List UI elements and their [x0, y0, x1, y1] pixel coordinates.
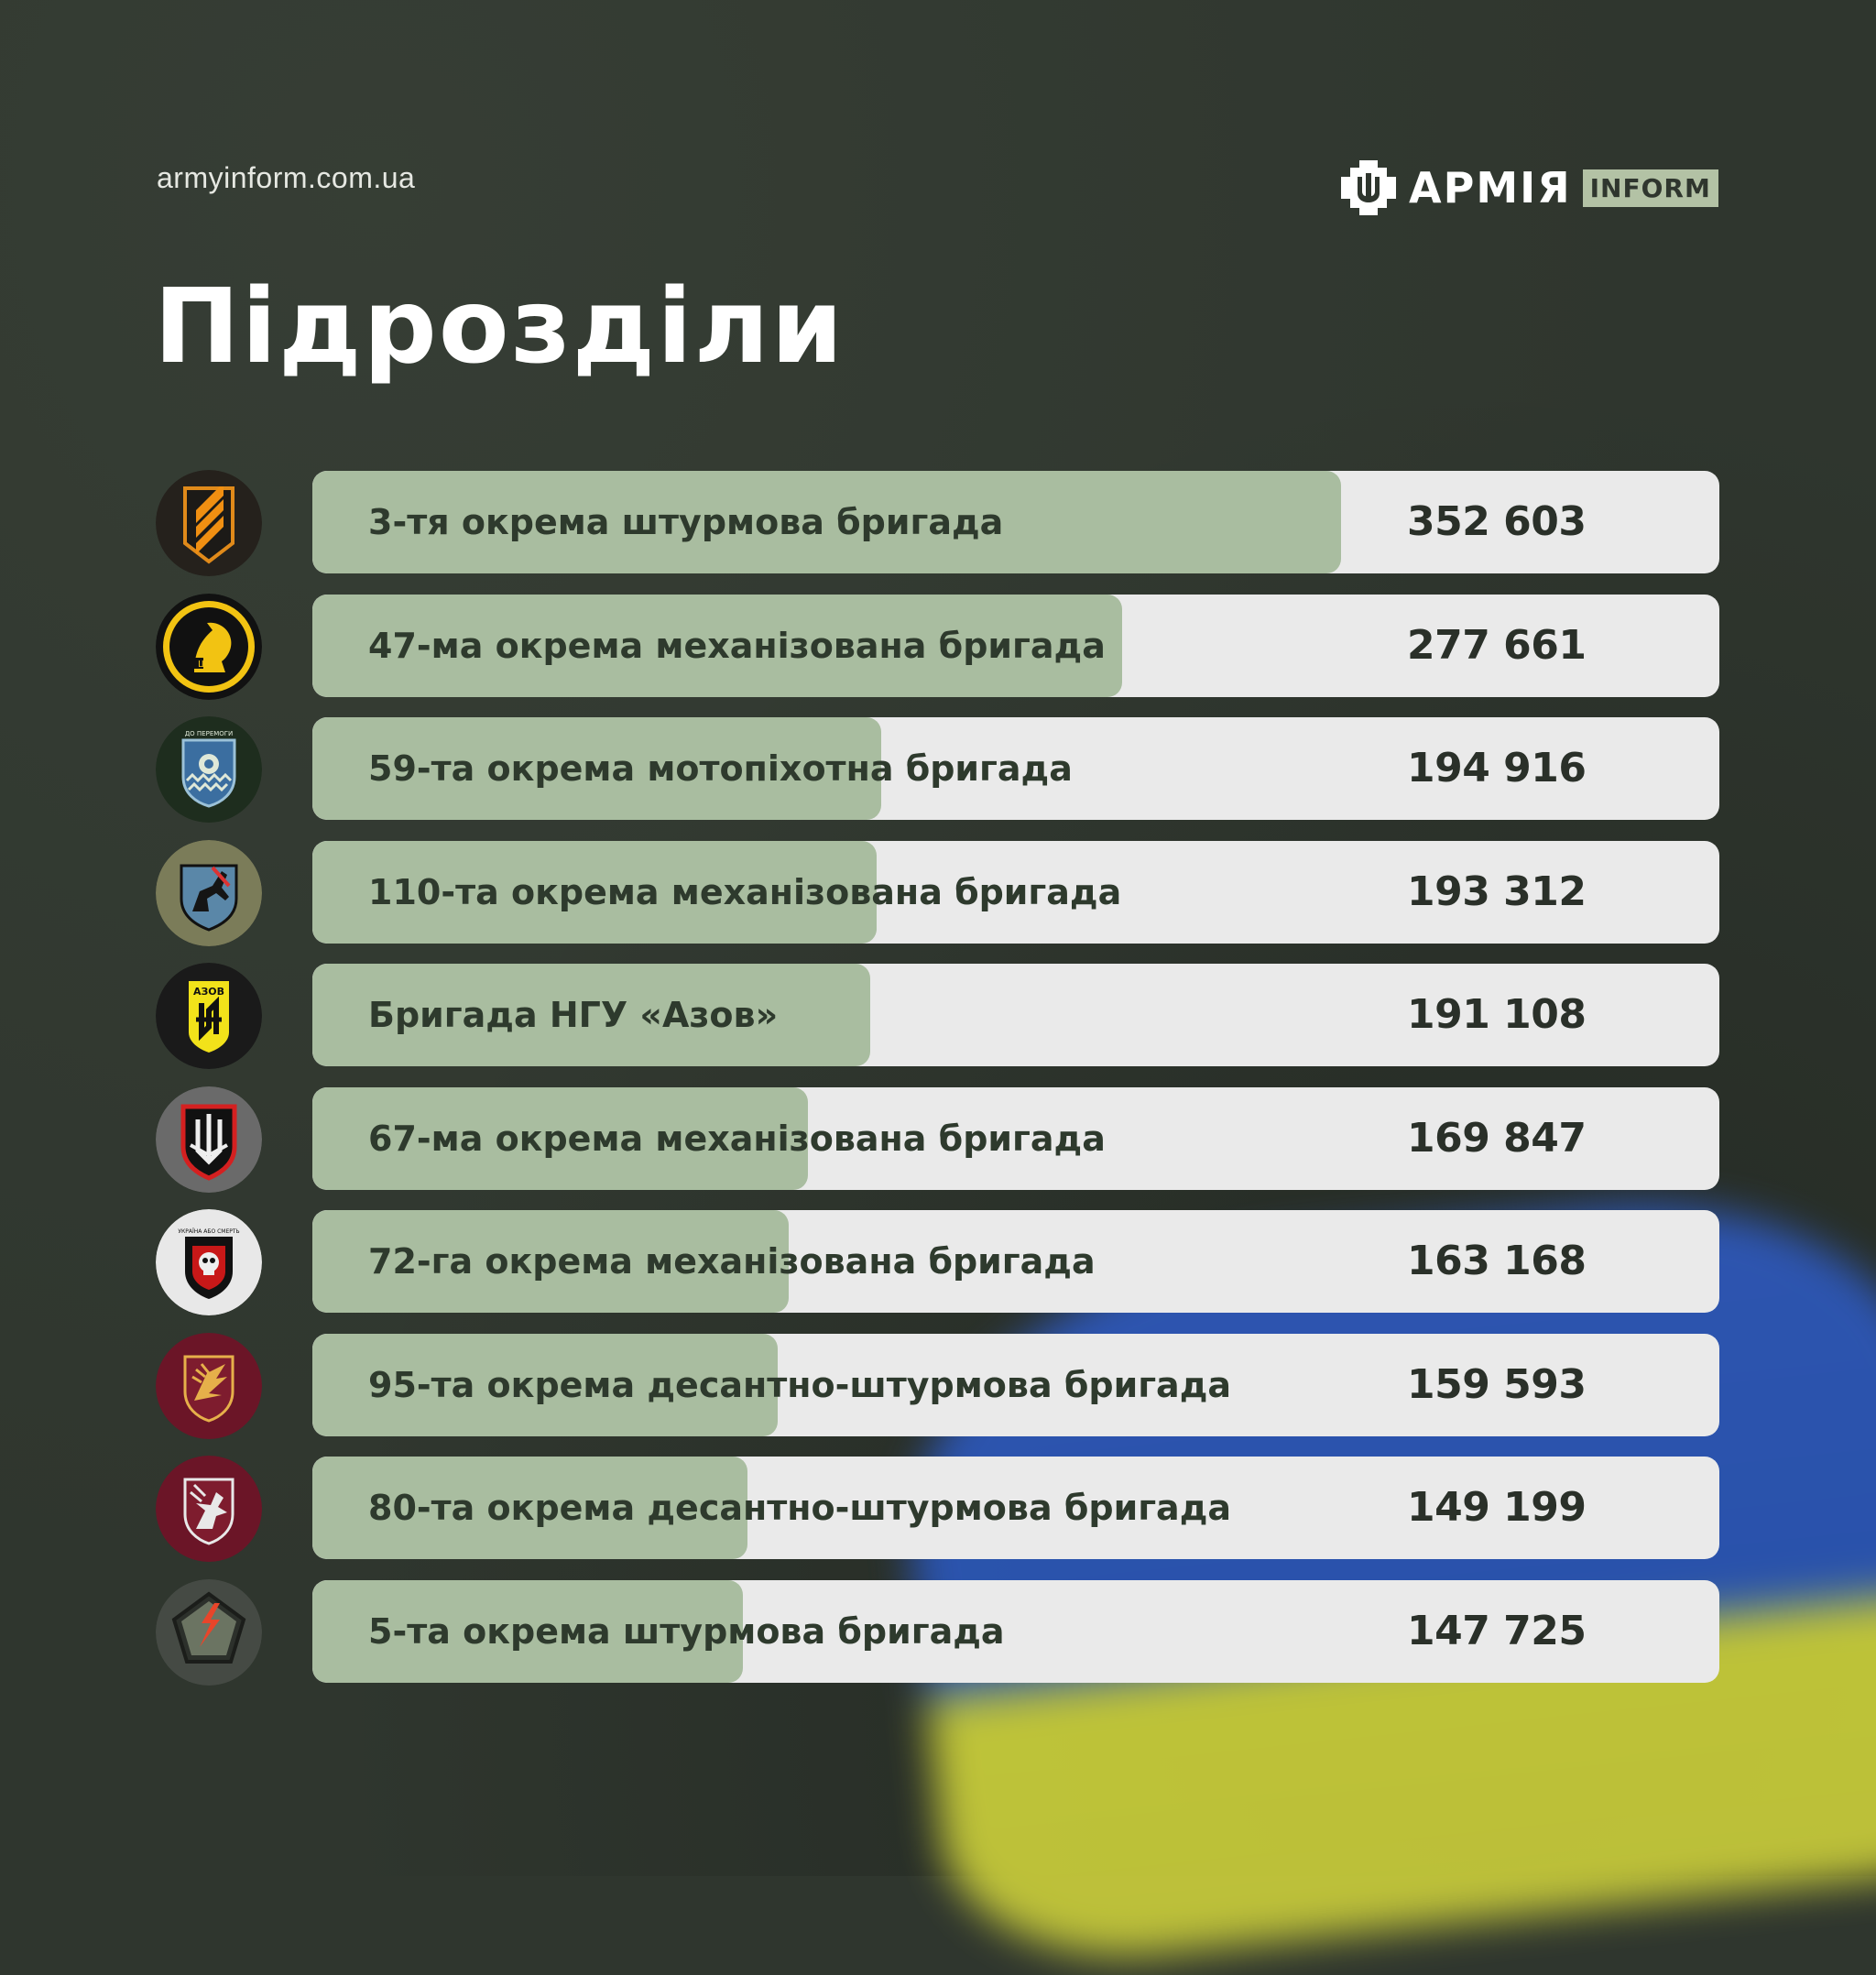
bar-track	[312, 717, 1719, 820]
logo-word: АРМІЯ	[1409, 163, 1572, 213]
bar-track	[312, 964, 1719, 1066]
azov-icon: АЗОВ	[156, 963, 262, 1069]
bar-value: 169 847	[1407, 1114, 1587, 1162]
svg-text:Ш: Ш	[198, 660, 208, 670]
bar-label: 59-та окрема мотопіхотна бригада	[368, 748, 1073, 789]
bar	[312, 1210, 789, 1313]
logo-badge: INFORM	[1582, 169, 1718, 207]
bar-track	[312, 1333, 1719, 1436]
bar-label: 110-та окрема механізована бригада	[368, 871, 1122, 912]
bar-row: 110-та окрема механізована бригада 193 31…	[156, 839, 1720, 946]
bar-row: ДО ПЕРЕМОГИ 59-та окрема мотопіхотна бри…	[156, 716, 1720, 823]
bar	[312, 1579, 743, 1683]
bar-value: 159 593	[1407, 1360, 1587, 1408]
bar-label: 72-га окрема механізована бригада	[368, 1241, 1096, 1282]
bar-label: 5-та окрема штурмова бригада	[368, 1610, 1005, 1652]
bar-track	[312, 1210, 1719, 1313]
brigade-5-icon	[156, 1578, 262, 1686]
bar-row: 80-та окрема десантно-штурмова бригада 14…	[156, 1456, 1720, 1562]
bar-value: 147 725	[1407, 1607, 1587, 1654]
bar	[312, 594, 1122, 697]
bar	[312, 964, 870, 1066]
brigade-110-icon	[156, 839, 262, 946]
bar-chart: 3-тя окрема штурмова бригада 352 603 Ш 47-…	[156, 470, 1720, 1686]
bar-value: 193 312	[1407, 867, 1587, 915]
bar-value: 194 916	[1407, 745, 1587, 791]
svg-text:УКРАЇНА АБО СМЕРТЬ: УКРАЇНА АБО СМЕРТЬ	[178, 1228, 239, 1235]
bar-label: 67-ма окрема механізована бригада	[368, 1118, 1106, 1159]
bar-label: 3-тя окрема штурмова бригада	[368, 502, 1004, 542]
bar-label: 95-та окрема десантно-штурмова бригада	[368, 1364, 1232, 1405]
bar-value: 191 108	[1407, 991, 1587, 1038]
bar-row: Ш 47-ма окрема механізована бригада 277 66…	[156, 593, 1720, 700]
site-url[interactable]: armyinform.com.ua	[157, 161, 416, 194]
bar-row: 67-ма окрема механізована бригада 169 847	[156, 1086, 1720, 1193]
bar-value: 149 199	[1407, 1484, 1587, 1531]
bar-track	[312, 1086, 1719, 1190]
bar-track	[312, 1457, 1719, 1559]
bar	[312, 1333, 778, 1436]
bar-track	[312, 594, 1719, 697]
bar-row: УКРАЇНА АБО СМЕРТЬ 72-га окрема механізо…	[156, 1209, 1720, 1315]
brigade-80-icon	[156, 1456, 262, 1562]
bar	[312, 1086, 808, 1190]
trident-emblem-icon	[1341, 160, 1396, 215]
bar-track	[312, 471, 1719, 573]
armyinform-logo: АРМІЯ INFORM	[1339, 158, 1718, 218]
bar-value: 352 603	[1407, 498, 1587, 545]
bar	[312, 1457, 747, 1559]
page-title: Підрозділи	[154, 267, 845, 387]
brigade-59-icon: ДО ПЕРЕМОГИ	[156, 716, 262, 823]
bar	[312, 840, 877, 944]
bar-row: АЗОВ Бригада НГУ «Азов» 191 108	[156, 963, 1720, 1069]
bar-value: 163 168	[1407, 1238, 1587, 1284]
bar	[312, 717, 881, 820]
bar-row: 5-та окрема штурмова бригада 147 725	[156, 1578, 1720, 1686]
bar-track	[312, 1579, 1719, 1683]
bar-label: 80-та окрема десантно-штурмова бригада	[368, 1488, 1232, 1528]
brigade-3-icon	[156, 470, 262, 576]
svg-text:АЗОВ: АЗОВ	[193, 986, 224, 998]
bar-row: 3-тя окрема штурмова бригада 352 603	[156, 470, 1720, 576]
bar	[312, 471, 1341, 573]
brigade-47-icon: Ш	[156, 593, 262, 700]
bar-label: Бригада НГУ «Азов»	[368, 995, 779, 1035]
bar-track	[312, 840, 1719, 944]
bar-value: 277 661	[1407, 621, 1587, 669]
bar-label: 47-ма окрема механізована бригада	[368, 625, 1106, 666]
brigade-67-icon	[156, 1086, 262, 1193]
brigade-95-icon	[156, 1332, 262, 1439]
brigade-72-icon: УКРАЇНА АБО СМЕРТЬ	[156, 1209, 262, 1315]
svg-text:ДО ПЕРЕМОГИ: ДО ПЕРЕМОГИ	[185, 730, 234, 737]
bar-row: 95-та окрема десантно-штурмова бригада 15…	[156, 1332, 1720, 1439]
